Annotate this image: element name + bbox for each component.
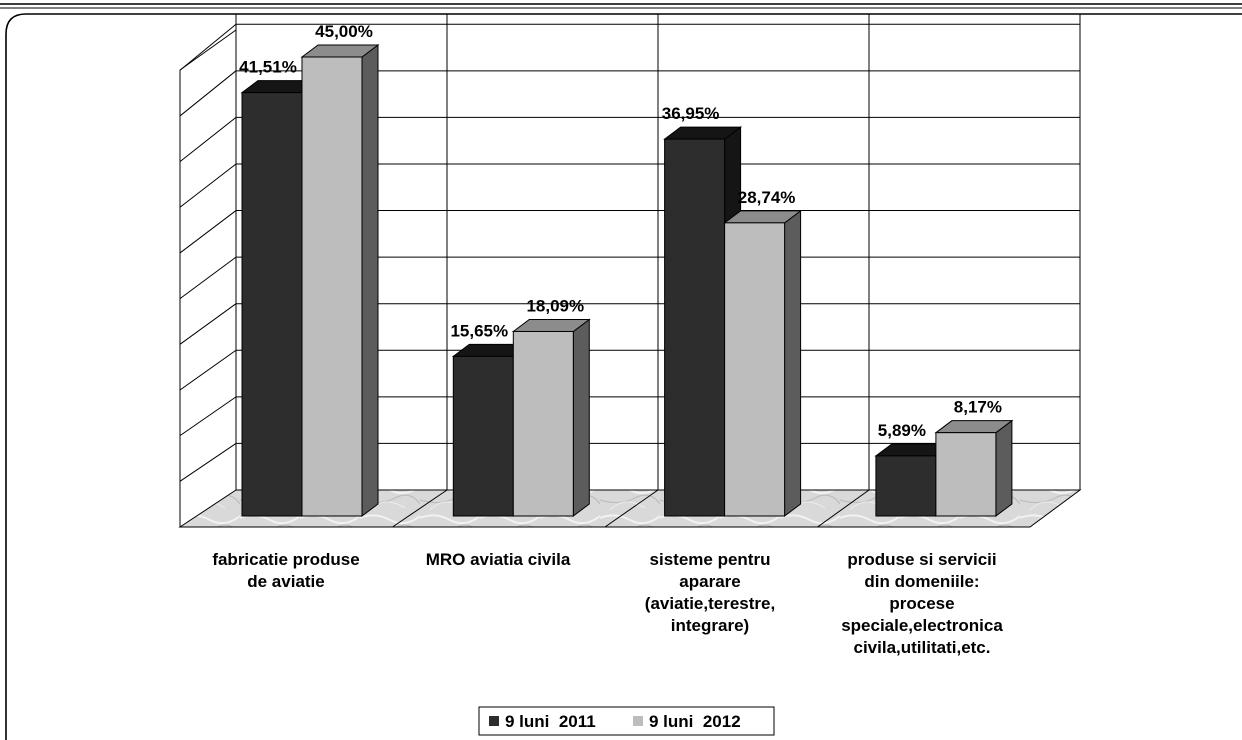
legend-swatch-2012 [633,716,643,726]
bar-front [724,222,786,517]
bar [934,419,1014,517]
bar-front [452,355,514,517]
plot-walls [178,14,1082,528]
bar [511,318,591,517]
category-label: sisteme pentru aparare (aviatie,terestre, i… [645,550,775,635]
category-label: produse si servicii din domeniile: procese… [841,550,1003,657]
category-divider [392,14,448,528]
bar-front [664,138,726,517]
category-label: MRO aviatia civila [426,550,571,569]
legend-box [478,706,775,736]
data-label: 5,89% [878,421,926,440]
bars [240,44,1014,517]
chart-frame [5,13,1242,740]
category-labels: fabricatie produse de aviatie MRO aviatia … [212,550,1003,657]
bar-front [241,92,303,517]
data-label: 28,74% [738,188,796,207]
category-label: fabricatie produse de aviatie [212,550,359,591]
bar-side [784,209,802,517]
data-label: 45,00% [315,22,373,41]
bar-front [512,330,574,517]
bar-front [935,432,997,517]
category-dividers [392,14,870,528]
legend-swatch-2011 [489,716,499,726]
bar [723,209,803,517]
bar [300,44,380,517]
data-label: 41,51% [239,58,297,77]
data-label: 18,09% [526,296,584,315]
data-label: 15,65% [450,321,508,340]
category-divider [817,14,870,528]
bar-side [995,419,1013,517]
legend: 9 luni 2011 9 luni 2012 [478,706,775,736]
legend-label-2012: 9 luni 2012 [649,712,741,731]
data-label: 36,95% [662,104,720,123]
data-labels: 41,51% 45,00% 15,65% 18,09% 36,95% 28,74% 5,89… [239,22,1002,440]
bar-side [361,44,379,517]
bar-side [572,318,590,517]
data-label: 8,17% [954,398,1002,417]
side-wall-top [179,29,237,71]
category-divider [604,14,659,528]
legend-label-2011: 9 luni 2011 [505,712,596,731]
bar-front [301,56,363,517]
bar-front [875,455,937,517]
